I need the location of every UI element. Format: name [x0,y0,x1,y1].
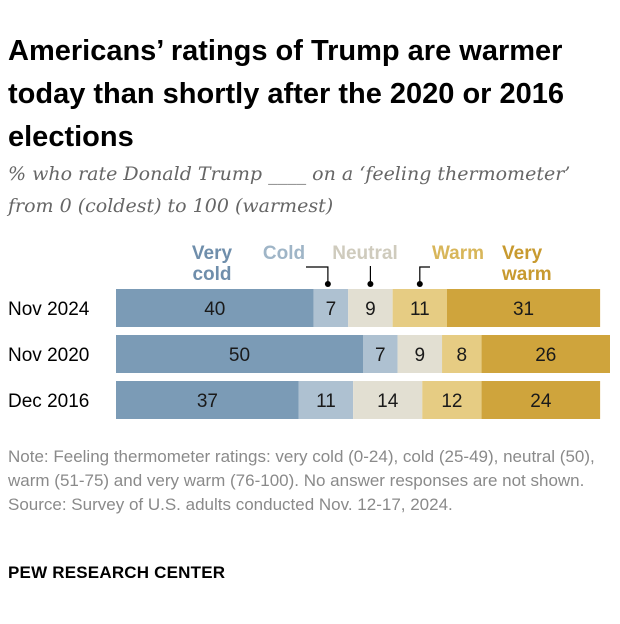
bar-segment [446,289,601,327]
legend-label-very-cold: cold [192,264,231,285]
data-label: 11 [316,391,336,412]
data-label: 11 [410,299,430,320]
legend-label-very-warm: Very [502,243,543,264]
notes-block: Note: Feeling thermometer ratings: very … [8,445,608,517]
data-label: 7 [326,299,337,320]
legend-label-very-cold: Very [192,243,233,264]
legend-leader-dot [324,281,331,287]
bar-segment [313,289,349,327]
bar-segment [422,381,482,419]
data-label: 14 [377,391,399,412]
source-text: Source: Survey of U.S. adults conducted … [8,495,453,514]
legend-label-warm: Warm [432,243,484,264]
data-label: 9 [365,299,376,320]
data-label: 31 [513,299,534,320]
bar-segment [442,335,482,373]
data-label: 7 [375,345,386,366]
chart-subtitle: % who rate Donald Trump ____ on a ‘feeli… [8,163,571,217]
bar-segment [481,335,610,373]
bar-segment [481,381,601,419]
chart-title: Americans’ ratings of Trump are warmer t… [8,35,565,153]
legend-leader-line [306,266,329,283]
data-label: 9 [415,345,426,366]
row-label: Dec 2016 [8,391,89,412]
bar-segment [353,381,423,419]
data-label: 37 [197,391,218,412]
legend-leader-dot [367,281,374,287]
bar-segment [116,381,299,419]
data-label: 8 [457,345,468,366]
legend-leader-line [419,266,430,283]
pew-logo-text: PEW RESEARCH CENTER [8,563,226,582]
row-label: Nov 2020 [8,345,89,366]
legend-label-cold: Cold [263,243,305,264]
data-label: 40 [204,299,225,320]
data-label: 26 [535,345,556,366]
bar-segment [392,289,447,327]
bar-segment [363,335,398,373]
data-label: 24 [530,391,552,412]
bar-segment [116,289,314,327]
legend-leader-dot [416,281,423,287]
legend-label-neutral: Neutral [332,243,397,264]
data-label: 50 [229,345,250,366]
legend-label-very-warm: warm [501,264,552,285]
bar-segment [298,381,354,419]
row-label: Nov 2024 [8,299,90,320]
bar-segment [116,335,363,373]
stacked-bar-chart: Nov 2024 40 7 9 11 31 Nov 2020 50 7 9 8 26 Dec 2016 3… [8,243,610,419]
bar-segment [348,289,393,327]
data-label: 12 [441,391,462,412]
note-text: Note: Feeling thermometer ratings: very … [8,447,595,490]
bar-segment [397,335,443,373]
